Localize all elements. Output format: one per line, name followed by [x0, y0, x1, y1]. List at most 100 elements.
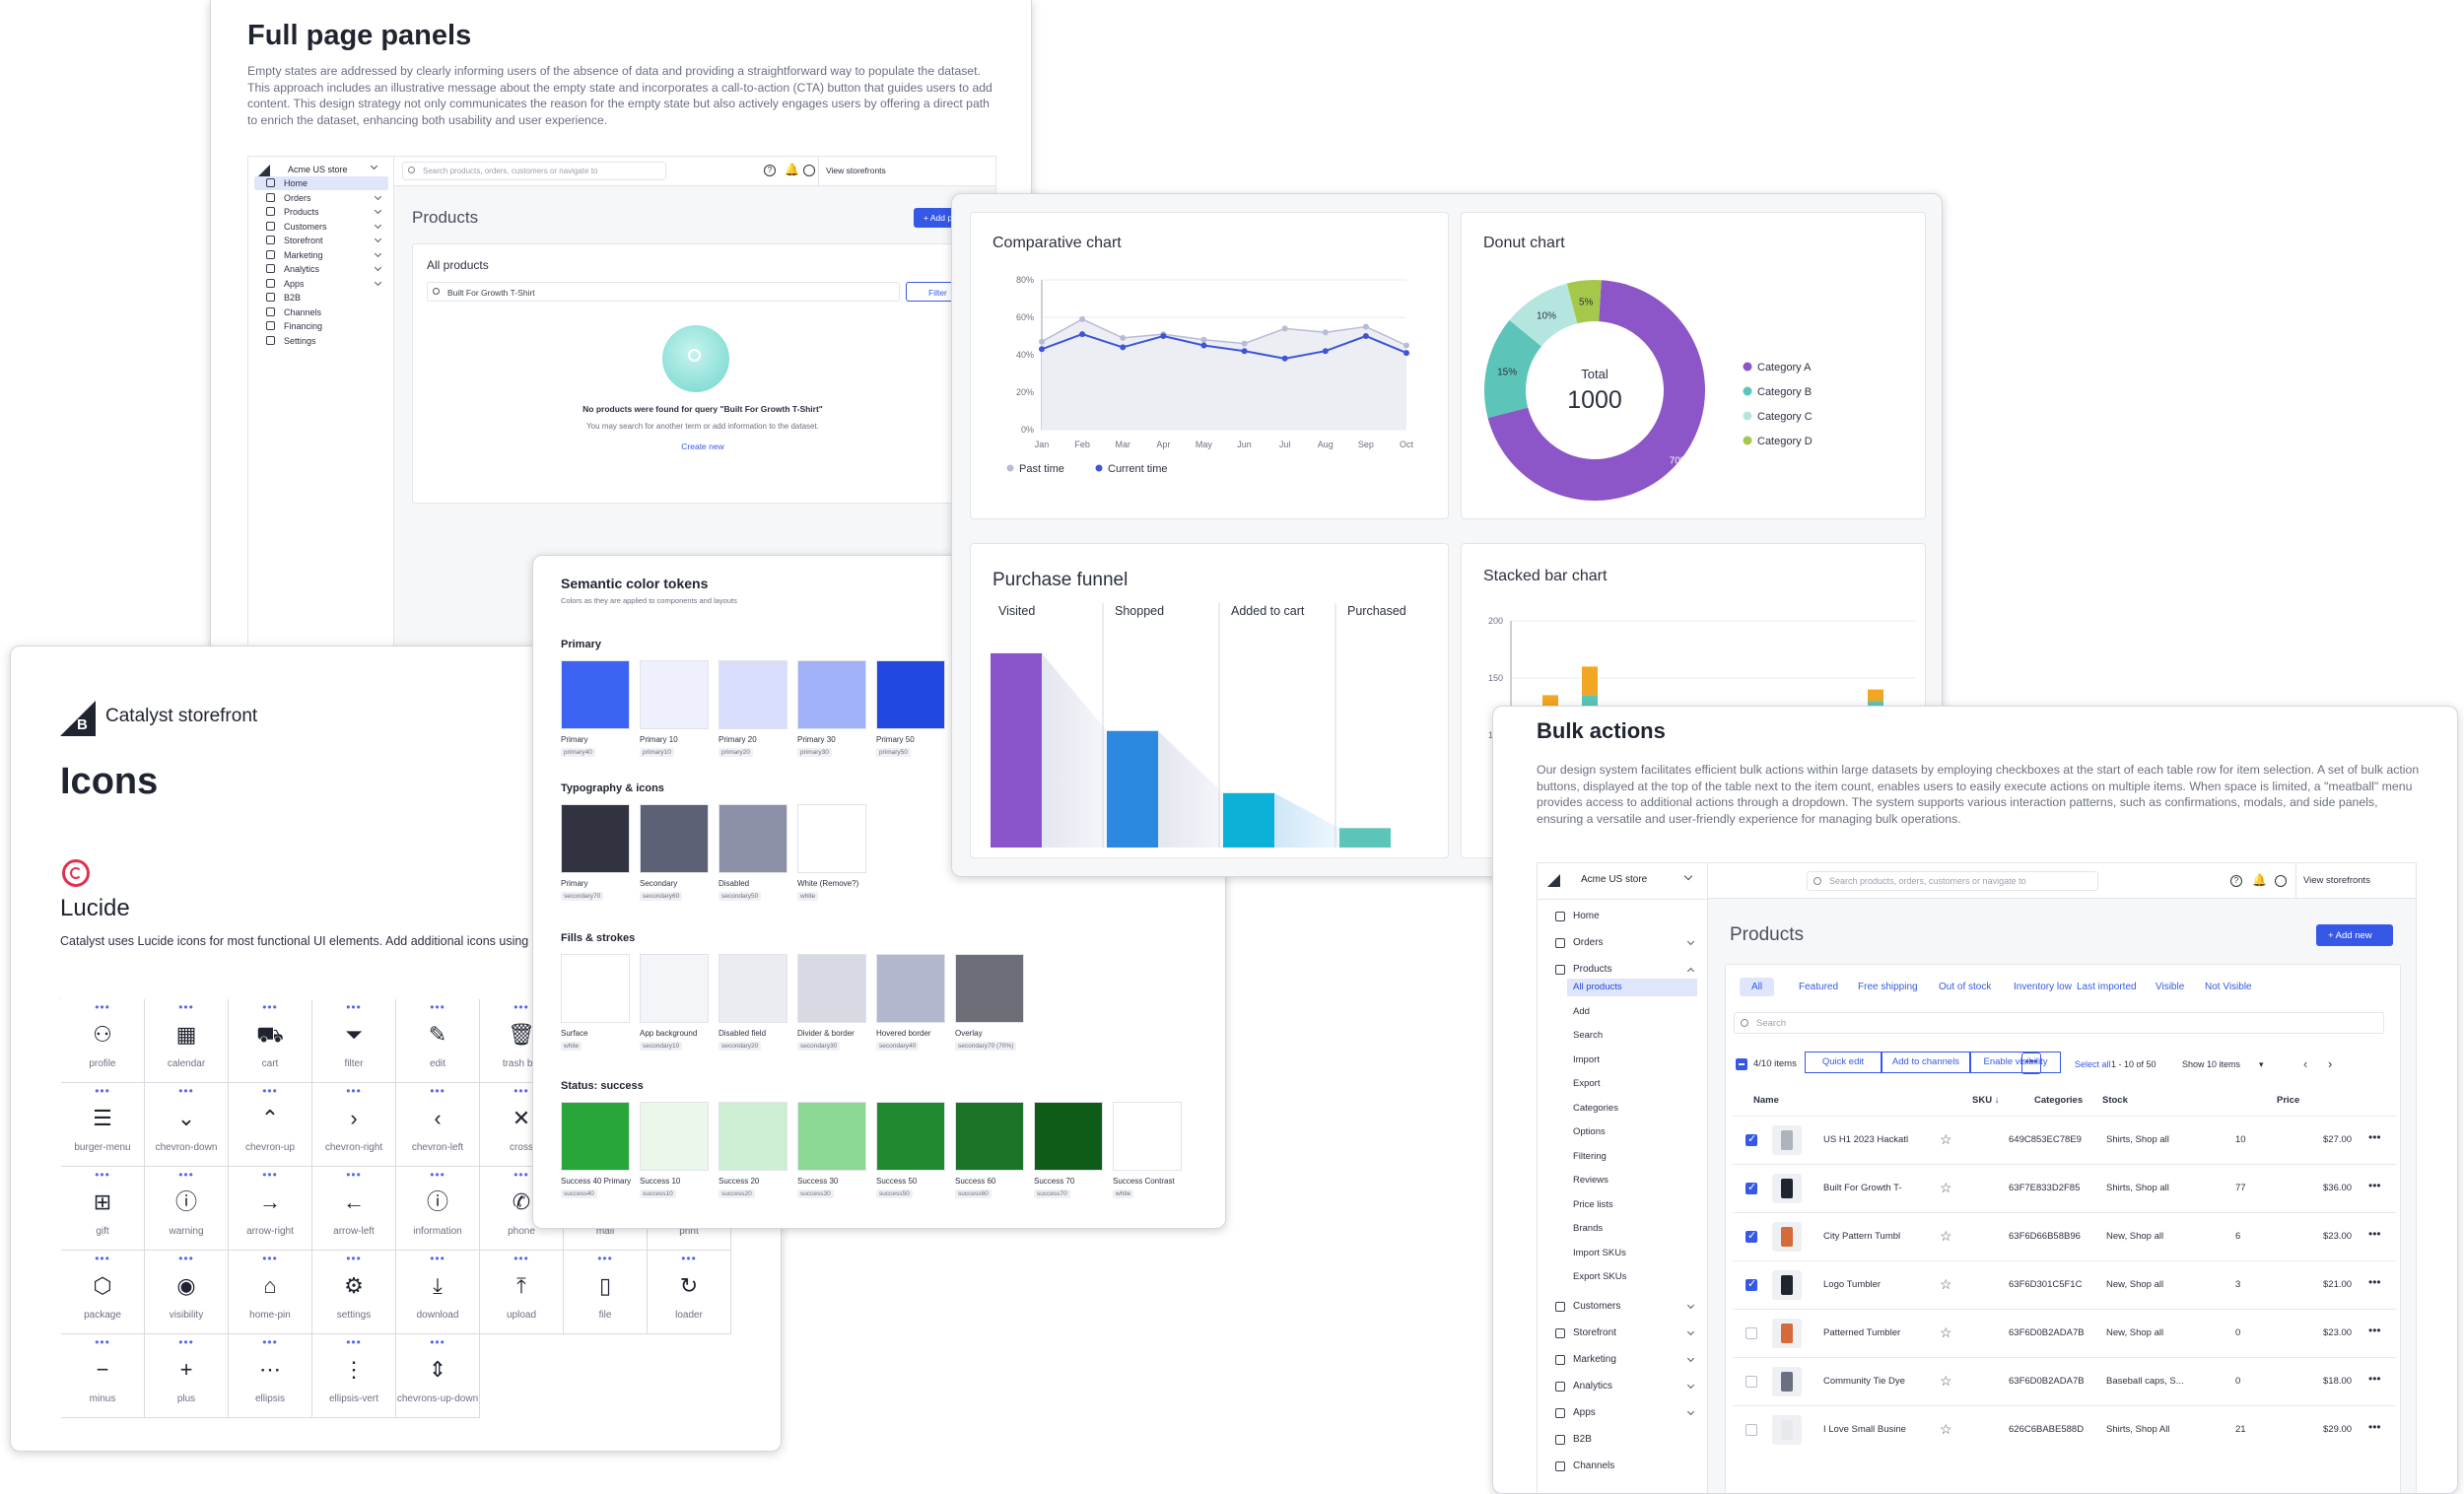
color-swatch-primary40[interactable]	[561, 660, 630, 729]
select-all-link[interactable]: Select all	[2075, 1059, 2111, 1069]
icon-cell-visibility[interactable]: ••• ◉ visibility	[145, 1251, 229, 1334]
sidebar-subitem-reviews[interactable]: Reviews	[1573, 1175, 1608, 1186]
global-search-input[interactable]: Search products, orders, customers or na…	[1807, 871, 2098, 891]
chevron-down-icon[interactable]: ▾	[2259, 1059, 2264, 1069]
tab-out-of-stock[interactable]: Out of stock	[1939, 982, 1992, 992]
product-name[interactable]: Built For Growth T-	[1823, 1183, 1902, 1193]
add-to-channels-button[interactable]: Add to channels	[1882, 1052, 1970, 1073]
chevron-down-icon[interactable]	[374, 263, 382, 272]
product-name[interactable]: I Love Small Busine	[1823, 1424, 1906, 1435]
product-search-input[interactable]: Built For Growth T-Shirt	[427, 282, 900, 302]
chevron-down-icon[interactable]	[374, 235, 382, 243]
table-row[interactable]: Patterned Tumbler ☆ 63F6D0B2ADA7B New, Shop…	[1733, 1309, 2396, 1357]
sidebar-item-analytics[interactable]: Analytics	[254, 262, 388, 276]
sidebar-subitem-categories[interactable]: Categories	[1573, 1102, 1618, 1114]
product-name[interactable]: Patterned Tumbler	[1823, 1327, 1901, 1338]
row-checkbox[interactable]	[1745, 1376, 1757, 1388]
meatball-menu-button[interactable]: •••	[2021, 1053, 2041, 1074]
row-checkbox[interactable]	[1745, 1132, 1757, 1146]
enable-visibility-button[interactable]: Enable visibility	[1970, 1052, 2061, 1073]
row-checkbox[interactable]	[1745, 1229, 1757, 1243]
sidebar-subitem-options[interactable]: Options	[1573, 1126, 1606, 1137]
icon-cell-calendar[interactable]: ••• ▦ calendar	[145, 999, 229, 1083]
icon-cell-file[interactable]: ••• ▯ file	[564, 1251, 648, 1334]
star-icon[interactable]: ☆	[1940, 1324, 1952, 1340]
bell-icon[interactable]: 🔔	[2252, 873, 2267, 887]
color-swatch-success60[interactable]	[955, 1102, 1024, 1171]
color-swatch-secondary70[interactable]	[561, 804, 630, 873]
sidebar-item-home[interactable]: Home	[254, 176, 388, 190]
chevron-down-icon[interactable]	[1686, 1407, 1695, 1415]
color-swatch-secondary30[interactable]	[797, 954, 866, 1023]
sidebar-subitem-all-products[interactable]: All products	[1567, 979, 1697, 996]
sidebar-item-b2b[interactable]: B2B	[1545, 1430, 1703, 1450]
create-new-link[interactable]: Create new	[681, 441, 724, 451]
sidebar-item-storefront[interactable]: Storefront	[254, 234, 388, 247]
icon-cell-burger-menu[interactable]: ••• ☰ burger-menu	[61, 1083, 145, 1167]
icon-cell-filter[interactable]: ••• ⏷ filter	[312, 999, 396, 1083]
view-storefronts-link[interactable]: View storefronts	[826, 166, 886, 175]
chevron-up-icon[interactable]	[1686, 967, 1695, 976]
sidebar-item-customers[interactable]: Customers	[254, 220, 388, 234]
column-header-sku[interactable]: SKU ↓	[1972, 1095, 2000, 1106]
color-swatch-secondary50[interactable]	[719, 804, 787, 873]
icon-cell-edit[interactable]: ••• ✎ edit	[396, 999, 480, 1083]
star-icon[interactable]: ☆	[1940, 1180, 1952, 1195]
help-icon[interactable]: ?	[764, 165, 776, 176]
icon-cell-gift[interactable]: ••• ⊞ gift	[61, 1167, 145, 1251]
color-swatch-secondary40[interactable]	[876, 954, 945, 1023]
color-swatch-success10[interactable]	[640, 1102, 709, 1171]
chevron-down-icon[interactable]	[1686, 1301, 1695, 1309]
row-checkbox[interactable]	[1745, 1277, 1757, 1291]
icon-cell-plus[interactable]: ••• + plus	[145, 1334, 229, 1418]
color-swatch-secondary70-70[interactable]	[955, 954, 1024, 1023]
ellipsis-icon[interactable]: •••	[2368, 1227, 2381, 1241]
chevron-down-icon[interactable]	[1686, 937, 1695, 946]
sidebar-item-marketing[interactable]: Marketing	[1545, 1350, 1703, 1370]
tab-visible[interactable]: Visible	[2156, 982, 2185, 992]
product-name[interactable]: Community Tie Dye	[1823, 1376, 1905, 1387]
select-some-checkbox[interactable]	[1736, 1058, 1747, 1070]
icon-cell-upload[interactable]: ••• ⤒ upload	[480, 1251, 564, 1334]
view-storefronts-link[interactable]: View storefronts	[2303, 875, 2370, 886]
table-search-input[interactable]: Search	[1734, 1012, 2384, 1034]
account-icon[interactable]	[2275, 875, 2287, 887]
tab-all[interactable]: All	[1740, 978, 1775, 996]
sidebar-item-financing[interactable]: Financing	[254, 319, 388, 333]
ellipsis-icon[interactable]: •••	[2368, 1130, 2381, 1144]
help-icon[interactable]: ?	[2230, 875, 2242, 887]
star-icon[interactable]: ☆	[1940, 1421, 1952, 1437]
icon-cell-home-pin[interactable]: ••• ⌂ home-pin	[229, 1251, 312, 1334]
sidebar-item-apps[interactable]: Apps	[254, 277, 388, 291]
ellipsis-icon[interactable]: •••	[2368, 1324, 2381, 1337]
row-checkbox[interactable]	[1745, 1181, 1757, 1194]
icon-cell-chevron-right[interactable]: ••• › chevron-right	[312, 1083, 396, 1167]
sidebar-item-orders[interactable]: Orders	[1545, 933, 1703, 953]
sidebar-subitem-filtering[interactable]: Filtering	[1573, 1150, 1607, 1162]
icon-cell-loader[interactable]: ••• ↻ loader	[648, 1251, 731, 1334]
sidebar-item-home[interactable]: Home	[1545, 907, 1703, 926]
icon-cell-chevrons-up-down[interactable]: ••• ⇕ chevrons-up-down	[396, 1334, 480, 1418]
sidebar-item-products[interactable]: Products	[254, 205, 388, 219]
star-icon[interactable]: ☆	[1940, 1131, 1952, 1147]
icon-cell-arrow-left[interactable]: ••• ← arrow-left	[312, 1167, 396, 1251]
ellipsis-icon[interactable]: •••	[2368, 1275, 2381, 1289]
color-swatch-white[interactable]	[1113, 1102, 1182, 1171]
color-swatch-success40[interactable]	[561, 1102, 630, 1171]
ellipsis-icon[interactable]: •••	[2368, 1179, 2381, 1192]
table-row[interactable]: Logo Tumbler ☆ 63F6D301C5F1C New, Shop all 3…	[1733, 1260, 2396, 1309]
row-checkbox[interactable]	[1745, 1424, 1757, 1436]
icon-cell-package[interactable]: ••• ⬡ package	[61, 1251, 145, 1334]
table-row[interactable]: Community Tie Dye ☆ 63F6D0B2ADA7B Baseball …	[1733, 1357, 2396, 1405]
sidebar-item-orders[interactable]: Orders	[254, 191, 388, 205]
icon-cell-ellipsis-vert[interactable]: ••• ⋮ ellipsis-vert	[312, 1334, 396, 1418]
color-swatch-secondary60[interactable]	[640, 804, 709, 873]
color-swatch-success70[interactable]	[1034, 1102, 1103, 1171]
sidebar-item-analytics[interactable]: Analytics	[1545, 1377, 1703, 1396]
star-icon[interactable]: ☆	[1940, 1228, 1952, 1244]
chevron-down-icon[interactable]	[1686, 1327, 1695, 1335]
sidebar-subitem-export-skus[interactable]: Export SKUs	[1573, 1271, 1627, 1282]
chevron-down-icon[interactable]	[370, 162, 378, 170]
page-size-select[interactable]: Show 10 items	[2182, 1059, 2241, 1069]
chevron-down-icon[interactable]	[374, 249, 382, 257]
